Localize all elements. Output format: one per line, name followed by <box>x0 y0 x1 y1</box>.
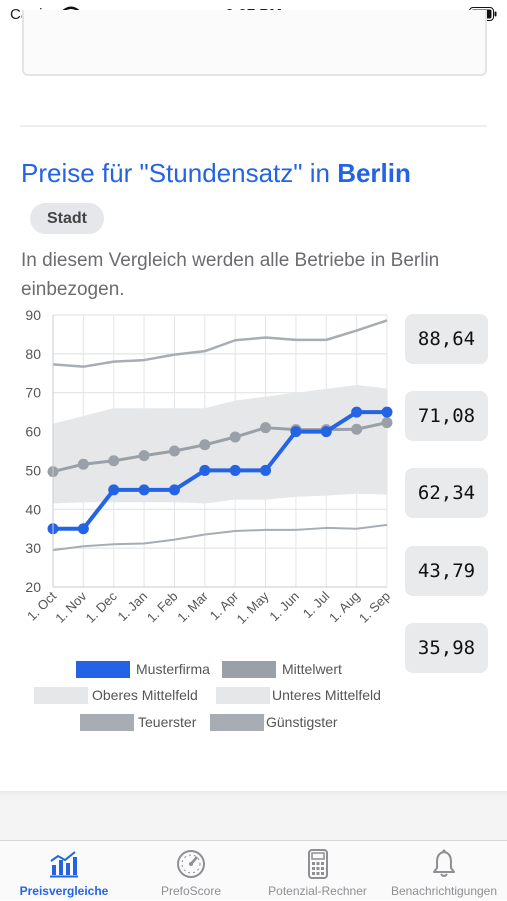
x-tick-label: 1. Jun <box>266 589 302 625</box>
legend-label: Teuerster <box>138 714 197 730</box>
series-point-musterfirma <box>351 406 363 418</box>
tab-bar: Preisvergleiche PrefoScore Potenzial-Rec… <box>0 840 507 900</box>
y-tick-label: 80 <box>25 346 41 362</box>
x-tick-label: 1. Sep <box>356 589 393 626</box>
series-line-musterfirma <box>53 410 387 531</box>
calculator-icon <box>307 849 328 879</box>
series-point-mittelwert <box>138 450 150 462</box>
section-title: Preise für "Stundensatz" in Berlin <box>21 158 411 189</box>
series-line-guenstigster <box>52 523 388 552</box>
series-point-mittelwert <box>260 422 272 434</box>
series-point-mittelwert <box>77 458 89 470</box>
legend-swatch <box>216 687 270 704</box>
tab-label: PrefoScore <box>160 884 222 898</box>
series-point-musterfirma <box>260 464 272 476</box>
gauge-icon <box>177 850 205 878</box>
legend-label: Unteres Mittelfeld <box>272 687 381 703</box>
series-point-musterfirma <box>290 426 302 438</box>
series-line-teuerster <box>52 319 388 368</box>
tab-potenzial-rechner[interactable]: Potenzial-Rechner <box>254 841 381 901</box>
y-tick-label: 70 <box>25 385 41 401</box>
y-tick-label: 40 <box>25 501 41 517</box>
legend-label: Günstigster <box>266 714 338 730</box>
series-point-musterfirma <box>77 523 89 535</box>
city-chip[interactable]: Stadt <box>30 203 104 234</box>
section-title-city: Berlin <box>337 158 411 188</box>
series-point-mittelwert <box>168 445 180 457</box>
section-title-prefix: Preise für "Stundensatz" in <box>21 158 338 188</box>
series-point-mittelwert <box>108 455 120 467</box>
tab-label: Preisvergleiche <box>19 884 109 898</box>
x-tick-label: 1. Mar <box>174 588 211 625</box>
series-point-musterfirma <box>199 464 211 476</box>
x-tick-label: 1. Dec <box>83 588 121 626</box>
series-point-musterfirma <box>108 484 120 496</box>
y-tick-label: 20 <box>25 579 41 595</box>
series-point-musterfirma <box>381 406 393 418</box>
series-point-mittelwert <box>381 417 393 429</box>
x-tick-label: 1. Nov <box>52 588 90 626</box>
content-end <box>0 791 507 841</box>
y-tick-label: 50 <box>25 462 41 478</box>
tab-preisvergleiche[interactable]: Preisvergleiche <box>0 841 128 901</box>
previous-card <box>22 10 487 76</box>
series-point-musterfirma <box>138 484 150 496</box>
legend-swatch <box>34 687 88 704</box>
value-box-unteres-mittelfeld: 43,79 <box>405 546 488 596</box>
y-tick-label: 90 <box>25 307 41 323</box>
series-point-musterfirma <box>229 464 241 476</box>
value-box-oberes-mittelfeld: 71,08 <box>405 391 488 441</box>
y-tick-label: 60 <box>25 424 41 440</box>
legend-swatch <box>76 661 130 678</box>
legend-label: Oberes Mittelfeld <box>92 687 198 703</box>
series-point-mittelwert <box>229 431 241 443</box>
series-point-mittelwert <box>199 439 211 451</box>
tab-label: Benachrichtigungen <box>390 884 498 898</box>
chart-legend: Musterfirma Mittelwert Oberes Mittelfeld… <box>0 655 420 735</box>
series-point-musterfirma <box>320 426 332 438</box>
tab-benachrichtigungen[interactable]: Benachrichtigungen <box>381 841 507 901</box>
bell-icon <box>433 849 455 877</box>
tab-prefoscore[interactable]: PrefoScore <box>128 841 254 901</box>
legend-swatch <box>80 714 134 731</box>
value-box-guenstigster: 35,98 <box>405 623 488 673</box>
x-tick-label: 1. Jan <box>115 589 151 625</box>
series-band-mittelfeld <box>53 384 387 504</box>
bar-chart-icon <box>50 851 78 878</box>
y-tick-label: 30 <box>25 540 41 556</box>
value-box-teuerster: 88,64 <box>405 314 488 364</box>
x-tick-label: 1. Feb <box>144 589 181 626</box>
series-point-mittelwert <box>351 423 363 435</box>
legend-swatch <box>222 661 276 678</box>
section-divider <box>20 125 487 127</box>
x-tick-label: 1. May <box>233 588 272 627</box>
legend-swatch <box>210 714 264 731</box>
series-point-musterfirma <box>168 484 180 496</box>
x-tick-label: 1. Aug <box>326 589 363 626</box>
value-box-mittelwert: 62,34 <box>405 468 488 518</box>
section-description: In diesem Vergleich werden alle Betriebe… <box>21 250 440 300</box>
tab-label: Potenzial-Rechner <box>268 884 367 898</box>
legend-label: Musterfirma <box>136 661 210 677</box>
legend-label: Mittelwert <box>282 661 342 677</box>
